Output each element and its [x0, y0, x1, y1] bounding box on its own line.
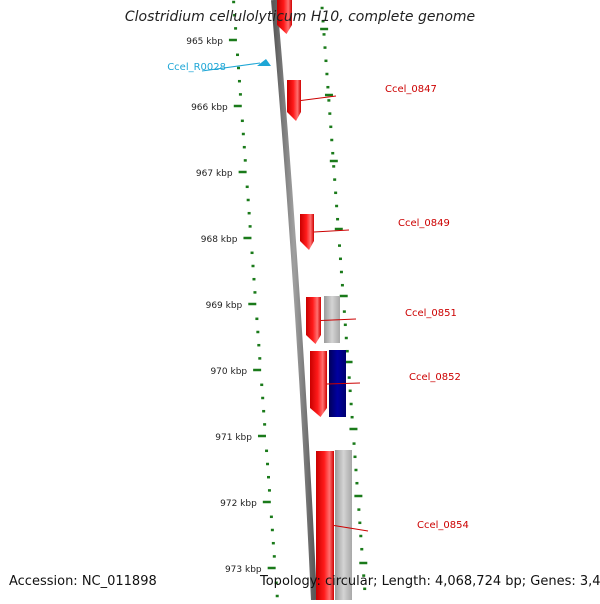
gene-feature[interactable]	[310, 351, 327, 417]
gene-label-leader	[326, 382, 361, 385]
rna-feature[interactable]	[257, 59, 271, 66]
kbp-label: 973 kbp	[225, 565, 262, 575]
gene-feature[interactable]	[306, 297, 321, 344]
gene-feature[interactable]	[324, 296, 340, 343]
kbp-label: 968 kbp	[201, 235, 238, 245]
kbp-label: 965 kbp	[186, 37, 223, 47]
gene-label[interactable]: Ccel_0849	[398, 218, 450, 229]
gene-feature[interactable]	[287, 80, 301, 121]
gene-feature[interactable]	[277, 0, 292, 34]
kbp-label: 970 kbp	[210, 367, 247, 377]
accession-text: Accession: NC_011898	[9, 574, 157, 589]
gene-label[interactable]: Ccel_0851	[405, 308, 457, 319]
kbp-label: 971 kbp	[215, 433, 252, 443]
gene-label-leader	[313, 229, 350, 233]
gene-label[interactable]: Ccel_0847	[385, 84, 437, 95]
kbp-label: 972 kbp	[220, 499, 257, 509]
gene-label[interactable]: Ccel_R0028	[167, 62, 226, 73]
gene-label-leader	[300, 95, 337, 101]
gene-feature[interactable]	[316, 451, 334, 600]
gene-label[interactable]: Ccel_0852	[409, 372, 461, 383]
gene-label-leader	[201, 62, 261, 72]
gene-label-leader	[320, 318, 357, 321]
gene-feature[interactable]	[300, 214, 314, 250]
genome-backbone	[271, 0, 317, 601]
kbp-label: 967 kbp	[196, 169, 233, 179]
kbp-label: 966 kbp	[191, 103, 228, 113]
gene-feature[interactable]	[335, 450, 352, 600]
gene-label-leader	[333, 525, 369, 532]
gene-label[interactable]: Ccel_0854	[417, 520, 469, 531]
genome-summary-text: Topology: circular; Length: 4,068,724 bp…	[260, 574, 600, 589]
kbp-label: 969 kbp	[206, 301, 243, 311]
map-title: Clostridium cellulolyticum H10, complete…	[124, 9, 476, 25]
